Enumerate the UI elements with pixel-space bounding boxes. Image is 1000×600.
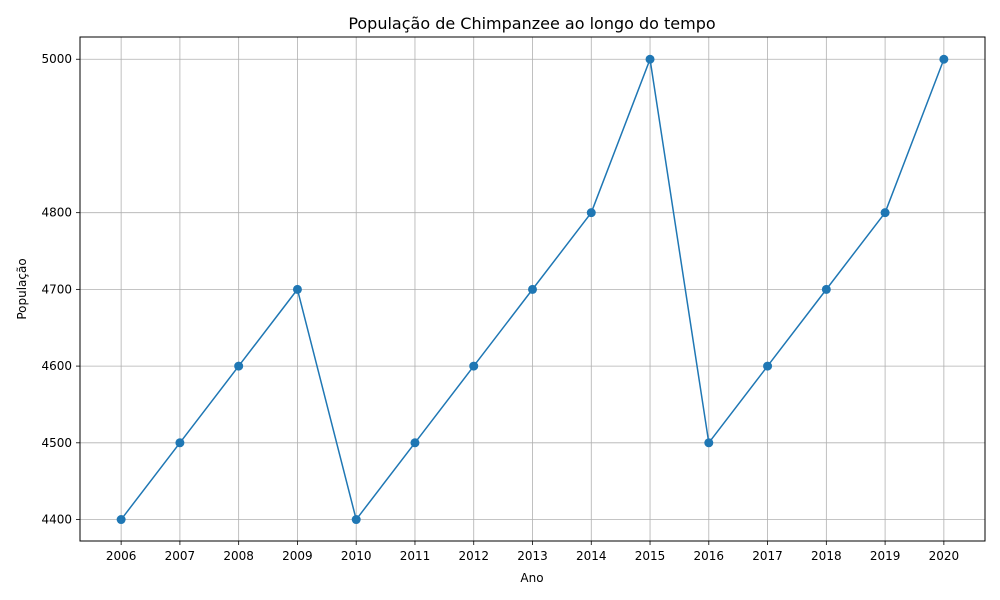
data-point (410, 438, 420, 448)
data-point (880, 208, 890, 218)
x-tick-label: 2008 (223, 549, 254, 563)
x-axis: 2006 2007 2008 2009 2010 2011 2012 2013 2014 2015… (106, 541, 959, 563)
series-layer (116, 54, 949, 525)
y-axis-label: População (15, 258, 29, 319)
data-point (586, 208, 596, 218)
x-tick-label: 2012 (458, 549, 489, 563)
x-tick-label: 2007 (165, 549, 196, 563)
y-tick-label: 4500 (41, 436, 72, 450)
x-tick-label: 2010 (341, 549, 372, 563)
x-tick-label: 2013 (517, 549, 548, 563)
data-point (116, 515, 126, 525)
x-axis-label: Ano (520, 571, 543, 585)
y-axis: 4400 4500 4600 4700 4800 5000 (41, 52, 80, 527)
x-tick-label: 2014 (576, 549, 607, 563)
y-tick-label: 4600 (41, 359, 72, 373)
x-tick-label: 2017 (752, 549, 783, 563)
y-tick-label: 4800 (41, 206, 72, 220)
x-tick-label: 2020 (929, 549, 960, 563)
x-tick-label: 2011 (400, 549, 431, 563)
data-point (351, 515, 361, 525)
x-tick-label: 2019 (870, 549, 901, 563)
y-tick-label: 5000 (41, 52, 72, 66)
data-point (292, 284, 302, 294)
x-tick-label: 2018 (811, 549, 842, 563)
x-tick-label: 2009 (282, 549, 313, 563)
data-point (763, 361, 773, 371)
data-point (528, 284, 537, 294)
data-point (821, 284, 831, 294)
data-point (175, 438, 185, 448)
chart-title: População de Chimpanzee ao longo do temp… (348, 14, 715, 33)
y-tick-label: 4700 (41, 282, 72, 296)
x-tick-label: 2006 (106, 549, 137, 563)
x-tick-label: 2015 (635, 549, 666, 563)
data-point (645, 54, 655, 64)
y-tick-label: 4400 (41, 513, 72, 527)
x-tick-label: 2016 (694, 549, 725, 563)
data-point (234, 361, 244, 371)
data-point (469, 361, 479, 371)
data-point (704, 438, 714, 448)
data-point (939, 54, 949, 64)
